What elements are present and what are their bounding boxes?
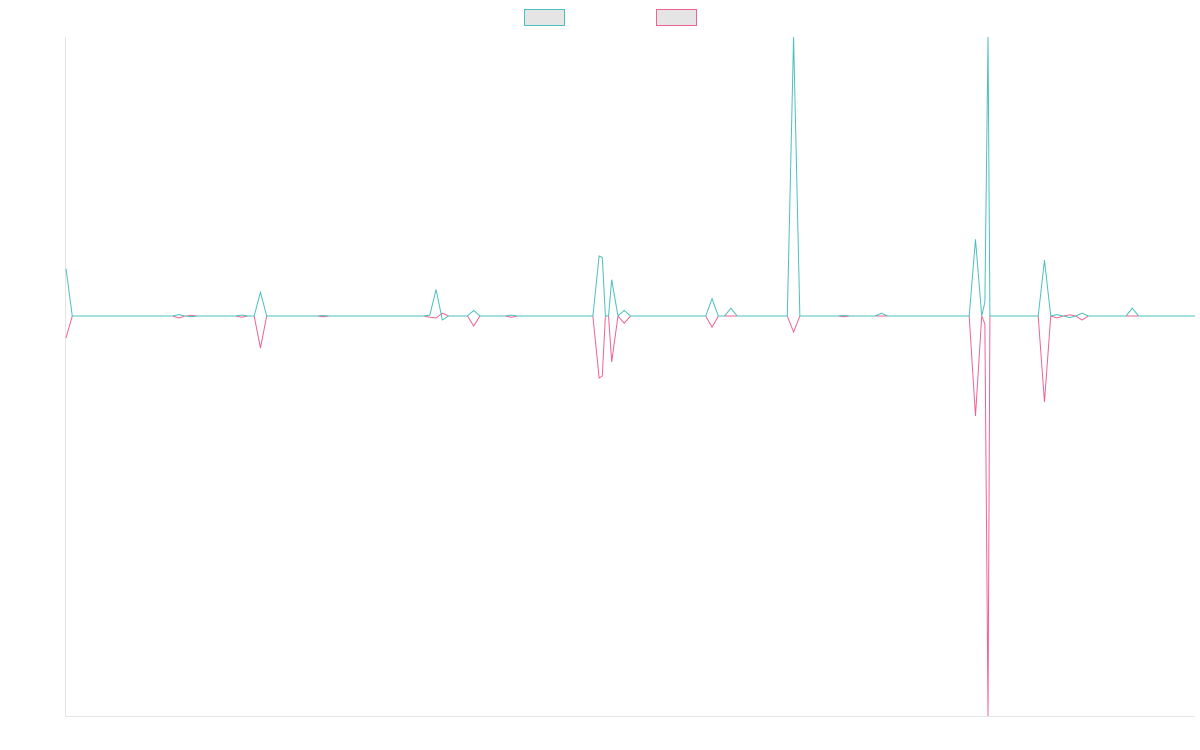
legend: [524, 9, 697, 26]
legend-item-1[interactable]: [656, 9, 697, 26]
legend-item-0[interactable]: [524, 9, 565, 26]
legend-swatch-1[interactable]: [656, 9, 697, 26]
axes: [65, 37, 1195, 717]
series-layer: [65, 36, 1195, 717]
legend-swatch-0[interactable]: [524, 9, 565, 26]
series-line-0: [65, 36, 1195, 321]
series-line-1: [65, 312, 1195, 717]
